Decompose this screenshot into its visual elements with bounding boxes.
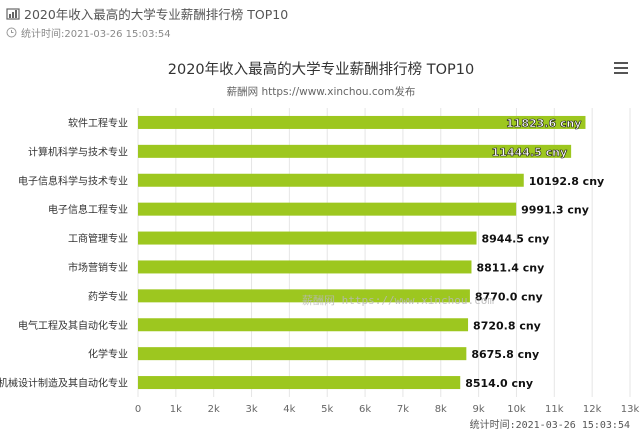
x-tick-label: 13k [621,404,640,415]
data-label: 8514.0 cny [465,377,533,390]
category-label: 电气工程及其自动化专业 [18,319,128,332]
x-tick-label: 7k [397,404,409,415]
bar[interactable] [138,289,470,303]
category-label: 电子信息工程专业 [48,203,128,216]
data-labels: 11823.6 cny 11444.5 cny 10192.8 cny 9991.3 … [465,117,604,390]
category-label: 市场营销专业 [68,261,128,274]
x-tick-label: 3k [245,404,257,415]
bar-chart-icon [6,8,20,20]
category-label: 化学专业 [88,348,128,361]
bar[interactable] [138,202,517,216]
bar[interactable] [138,347,467,361]
footer-timestamp: 统计时间:2021-03-26 15:03:54 [470,418,630,431]
data-label: 11823.6 cny [506,117,581,130]
x-tick-label: 0 [135,404,141,415]
x-tick-labels: 0 1k 2k 3k 4k 5k 6k 7k 8k 9k 10k 11k 12k 13k [135,404,640,415]
data-label: 8675.8 cny [471,348,539,361]
page-header: 2020年收入最高的大学专业薪酬排行榜 TOP10 统计时间:2021-03-2… [0,0,640,44]
data-label: 8811.4 cny [476,261,544,274]
x-tick-label: 10k [507,404,526,415]
header-time-row: 统计时间:2021-03-26 15:03:54 [6,25,171,40]
data-label: 9991.3 cny [521,204,589,217]
category-label: 机械设计制造及其自动化专业 [0,377,128,390]
bar[interactable] [138,231,477,245]
bars [138,115,586,390]
category-label: 计算机科学与技术专业 [28,145,128,158]
bar[interactable] [138,115,586,129]
x-tick-label: 4k [283,404,295,415]
category-labels: 软件工程专业计算机科学与技术专业电子信息科学与技术专业电子信息工程专业工商管理专… [0,116,128,389]
bar[interactable] [138,260,472,274]
timestamp: 统计时间:2021-03-26 15:03:54 [21,29,171,40]
category-label: 药学专业 [88,290,128,303]
x-tick-label: 8k [435,404,447,415]
page-title: 2020年收入最高的大学专业薪酬排行榜 TOP10 [24,7,289,22]
x-tick-label: 1k [170,404,182,415]
watermark: 薪酬网 https://www.xinchou.com [302,294,494,307]
bar[interactable] [138,376,461,390]
x-tick-label: 2k [208,404,220,415]
header-title-row: 2020年收入最高的大学专业薪酬排行榜 TOP10 [6,4,288,23]
data-label: 10192.8 cny [529,175,604,188]
clock-icon [6,27,17,38]
bar[interactable] [138,318,469,332]
bar[interactable] [138,173,524,187]
x-tick-label: 5k [321,404,333,415]
data-label: 8944.5 cny [482,233,550,246]
x-tick-label: 12k [583,404,602,415]
data-label: 8770.0 cny [475,290,543,303]
x-tick-label: 9k [473,404,485,415]
chart-title: 2020年收入最高的大学专业薪酬排行榜 TOP10 [168,61,474,78]
x-tick-label: 11k [545,404,564,415]
category-label: 电子信息科学与技术专业 [18,174,128,187]
bar[interactable] [138,144,572,158]
chart-subtitle: 薪酬网 https://www.xinchou.com发布 [227,85,416,98]
data-label: 8720.8 cny [473,319,541,332]
data-label: 11444.5 cny [492,146,567,159]
category-label: 软件工程专业 [68,116,128,129]
x-tick-label: 6k [359,404,371,415]
menu-icon[interactable] [614,62,628,74]
category-label: 工商管理专业 [68,232,128,245]
